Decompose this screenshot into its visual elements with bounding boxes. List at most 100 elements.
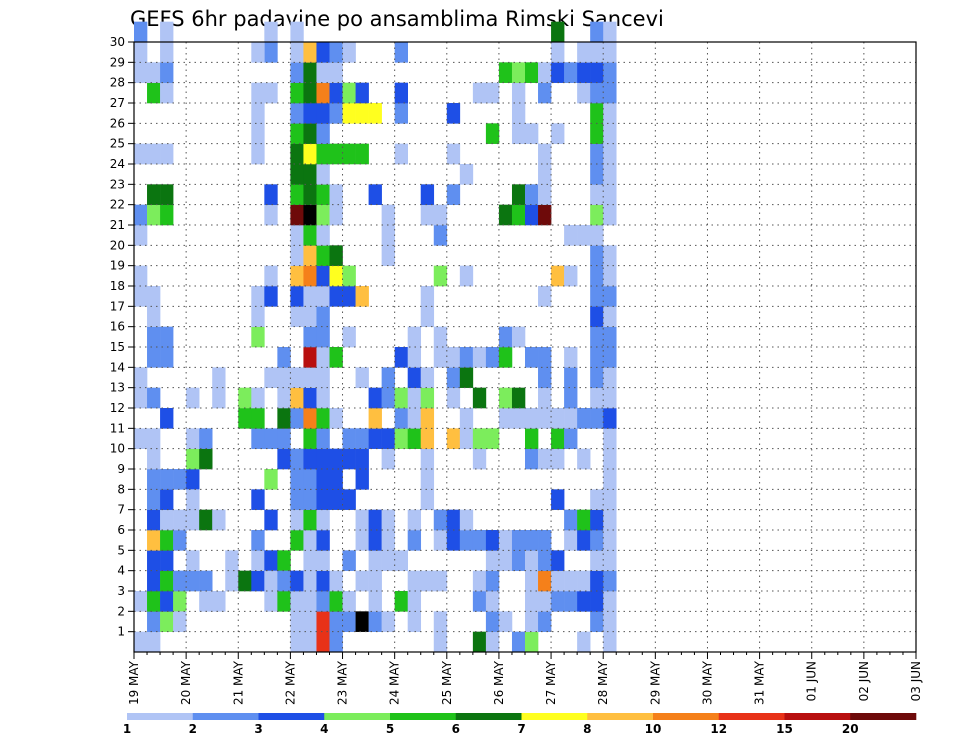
heatmap-cell (147, 570, 161, 592)
heatmap-cell (472, 631, 487, 653)
heatmap-cell (290, 184, 304, 205)
heatmap-cell (525, 570, 539, 592)
heatmap-cell (433, 347, 448, 368)
heatmap-cell (342, 143, 356, 165)
heatmap-cell (342, 591, 356, 612)
heatmap-cell (316, 42, 330, 63)
heatmap-cell (590, 367, 604, 388)
y-tick-label: 26 (110, 116, 125, 130)
heatmap-cell (316, 265, 330, 287)
heatmap-cell (355, 530, 369, 551)
heatmap-cell (225, 570, 239, 592)
heatmap-cell (498, 408, 513, 429)
heatmap-cell (316, 428, 330, 449)
heatmap-cell (186, 509, 200, 531)
heatmap-cell (511, 550, 526, 571)
heatmap-cell (394, 82, 408, 104)
heatmap-cell (564, 62, 578, 83)
heatmap-cell (290, 570, 304, 592)
heatmap-cell (538, 204, 552, 226)
heatmap-cell (303, 591, 317, 612)
heatmap-cell (264, 184, 278, 205)
heatmap-cell (498, 550, 513, 571)
legend-label: 1 (123, 722, 131, 736)
heatmap-cell (173, 469, 187, 490)
heatmap-cell (433, 570, 448, 592)
heatmap-cell (459, 530, 474, 551)
heatmap-cell (590, 570, 604, 592)
heatmap-cell (538, 591, 552, 612)
y-tick-label: 14 (110, 360, 125, 374)
heatmap-cell (433, 265, 448, 287)
heatmap-cell (199, 428, 213, 449)
legend-swatch (192, 713, 259, 720)
heatmap-cell (134, 42, 148, 63)
heatmap-cell (511, 387, 526, 409)
color-legend: 1 2 3 4 5 6 7 8 10 12 15 20 (123, 713, 917, 736)
heatmap-cell (316, 164, 330, 185)
heatmap-cell (551, 489, 565, 510)
heatmap-cell (525, 123, 539, 144)
heatmap-cell (538, 82, 552, 104)
heatmap-cell (498, 387, 513, 409)
heatmap-cell (290, 164, 304, 185)
heatmap-cell (251, 570, 265, 592)
legend-label: 15 (776, 722, 793, 736)
heatmap-cell (590, 184, 604, 205)
heatmap-cell (329, 611, 343, 632)
heatmap-cell (446, 367, 461, 388)
heatmap-cell (590, 245, 604, 266)
heatmap-cell (355, 428, 369, 449)
heatmap-cell (394, 387, 408, 409)
heatmap-cell (433, 631, 448, 653)
heatmap-cell (160, 184, 174, 205)
heatmap-cell (590, 82, 604, 104)
heatmap-cell (459, 509, 474, 531)
heatmap-cell (160, 326, 174, 348)
x-tick-label: 22 MAY (283, 660, 297, 705)
heatmap-cell (577, 631, 591, 653)
legend-swatch (784, 713, 851, 720)
legend-swatch (521, 713, 588, 720)
heatmap-cell (303, 367, 317, 388)
heatmap-cell (381, 550, 395, 571)
heatmap-cell (316, 245, 330, 266)
heatmap-cell (134, 631, 148, 653)
heatmap-cell (173, 530, 187, 551)
heatmap-cell (173, 611, 187, 632)
y-tick-label: 16 (110, 320, 125, 334)
heatmap-cell (433, 509, 448, 531)
y-tick-label: 20 (110, 238, 125, 252)
heatmap-cell (329, 62, 343, 83)
heatmap-cell (355, 509, 369, 531)
heatmap-cell (420, 469, 435, 490)
heatmap-cell (381, 428, 395, 449)
heatmap-cell (160, 143, 174, 165)
heatmap-cell (134, 367, 148, 388)
y-tick-label: 30 (110, 35, 125, 49)
heatmap-cell (290, 448, 304, 470)
heatmap-cells (134, 21, 617, 653)
heatmap-cell (160, 82, 174, 104)
x-tick-label: 31 MAY (753, 660, 767, 705)
heatmap-cell (160, 469, 174, 490)
heatmap-cell (485, 347, 500, 368)
heatmap-cell (564, 509, 578, 531)
heatmap-cell (316, 204, 330, 226)
x-axis: 19 MAY 20 MAY 21 MAY 22 MAY 23 MAY 24 MAY 25 M… (127, 652, 923, 705)
heatmap-cell (577, 448, 591, 470)
heatmap-cell (394, 408, 408, 429)
heatmap-cell (433, 326, 448, 348)
heatmap-cell (290, 530, 304, 551)
x-tick-label: 20 MAY (179, 660, 193, 705)
heatmap-cell (355, 143, 369, 165)
heatmap-cell (525, 530, 539, 551)
heatmap-cell (603, 82, 617, 104)
heatmap-cell (368, 428, 382, 449)
x-tick-label: 03 JUN (909, 661, 923, 701)
heatmap-cell (538, 164, 552, 185)
heatmap-cell (303, 265, 317, 287)
heatmap-cell (564, 408, 578, 429)
heatmap-cell (368, 184, 382, 205)
x-tick-label: 27 MAY (544, 660, 558, 705)
